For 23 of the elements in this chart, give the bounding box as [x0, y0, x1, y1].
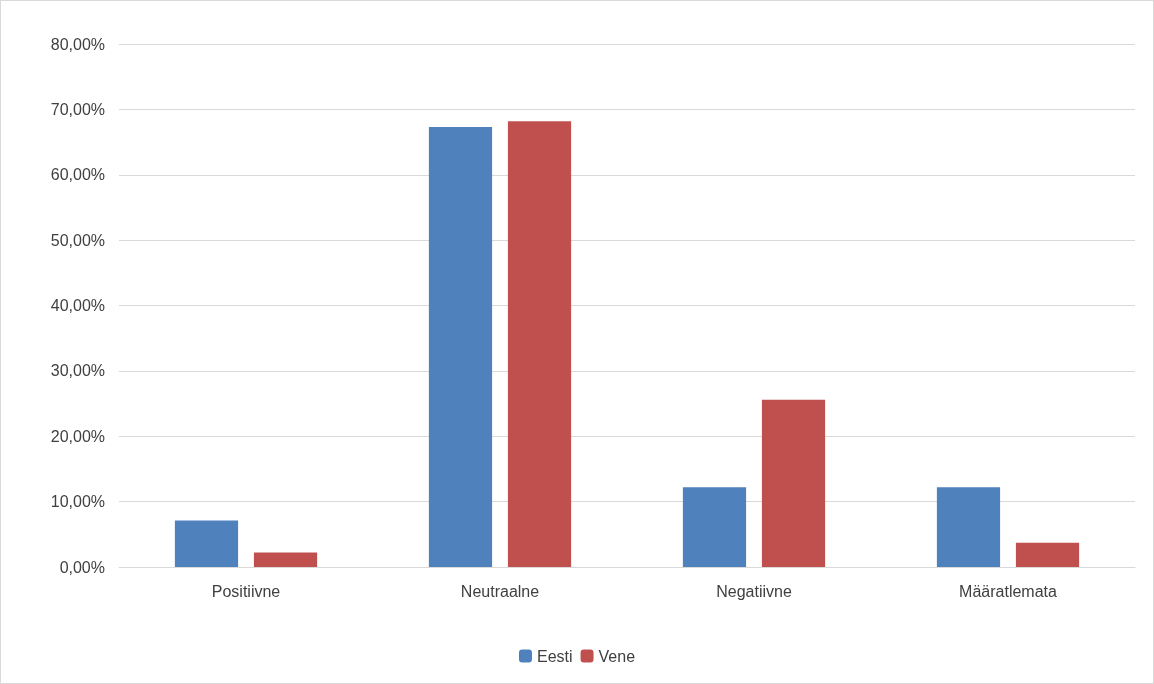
- bar: [936, 487, 1001, 567]
- bar: [761, 399, 826, 567]
- bar: [253, 552, 318, 567]
- bar: [682, 487, 747, 567]
- x-tick-label: Neutraalne: [460, 582, 540, 600]
- y-tick-label: 70,00%: [50, 100, 105, 118]
- y-tick-label: 80,00%: [50, 35, 105, 53]
- y-tick-label: 40,00%: [50, 297, 105, 314]
- legend-label: Vene: [598, 647, 636, 665]
- y-tick-label: 60,00%: [50, 166, 105, 184]
- y-tick-label: 30,00%: [50, 362, 105, 380]
- bar: [1015, 542, 1080, 567]
- bar: [507, 121, 572, 567]
- x-tick-label: Negatiivne: [716, 582, 792, 600]
- legend-label: Eesti: [536, 647, 573, 665]
- bar: [174, 520, 239, 567]
- x-tick-label: Positiivne: [211, 582, 281, 600]
- x-tick-label: Määratlemata: [959, 582, 1058, 600]
- y-tick-label: 50,00%: [50, 231, 105, 249]
- y-tick-label: 20,00%: [50, 427, 105, 445]
- y-tick-label: 0,00%: [59, 558, 105, 576]
- bar: [428, 127, 493, 567]
- y-tick-label: 10,00%: [50, 493, 105, 511]
